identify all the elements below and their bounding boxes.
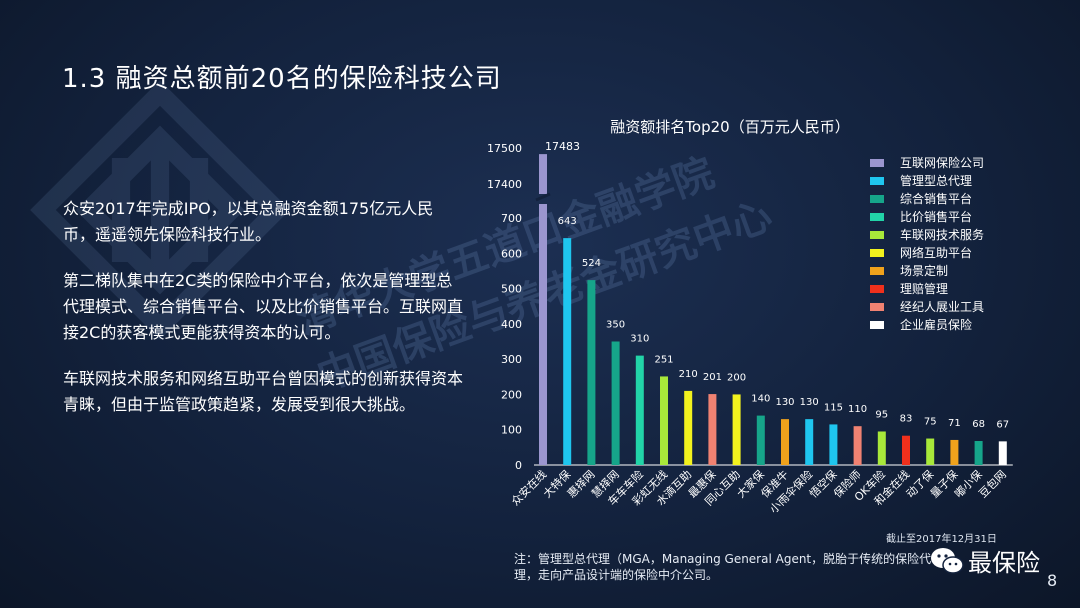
legend-swatch [870,303,884,311]
cutoff-date: 截止至2017年12月31日 [886,534,997,545]
bar [708,394,717,465]
data-label: 210 [679,369,698,380]
legend-label: 企业雇员保险 [900,317,972,332]
y-tick-label: 200 [501,388,522,401]
y-tick-label: 17400 [487,178,522,191]
bar [877,431,886,465]
legend-label: 经纪人展业工具 [900,300,984,314]
bar [781,419,789,465]
data-label: 83 [900,414,913,425]
data-label: 200 [727,372,746,383]
legend-label: 比价销售平台 [900,209,972,224]
page-title: 1.3 融资总额前20名的保险科技公司 [62,64,502,94]
data-label: 310 [630,334,649,345]
bar [587,280,596,465]
bar [539,204,547,465]
data-label: 130 [775,397,794,408]
data-label: 68 [972,419,985,430]
data-label: 350 [606,320,625,331]
bar [684,390,693,465]
legend-swatch [870,249,884,257]
legend-swatch [870,231,884,239]
y-tick-label: 500 [501,283,522,296]
legend-label: 理赔管理 [900,281,948,296]
paragraph: 众安2017年完成IPO，以其总融资金额175亿元人民币，遥遥领先保险科技行业。 [63,199,434,244]
legend-swatch [870,267,884,275]
wechat-icon [931,547,964,574]
data-label: 130 [800,397,819,408]
paragraph: 第二梯队集中在2C类的保险中介平台，依次是管理型总代理模式、综合销售平台、以及比… [63,271,464,342]
legend-label: 车联网技术服务 [900,227,984,242]
bar [926,438,935,465]
legend-label: 管理型总代理 [900,173,972,188]
bar [660,376,668,465]
paragraph: 车联网技术服务和网络互助平台曾因模式的创新获得资本青睐，但由于监管政策趋紧，发展… [63,369,464,414]
x-tick-label: 豆包网 [976,468,1009,501]
y-tick-label: 0 [515,459,522,472]
bar [732,394,741,465]
bar [611,341,620,465]
bar [998,441,1007,465]
y-tick-label: 300 [501,353,522,366]
bar [635,355,644,465]
body-text: 众安2017年完成IPO，以其总融资金额175亿元人民币，遥遥领先保险科技行业。… [63,196,463,438]
bar [805,419,814,465]
data-label: 140 [751,394,770,405]
legend-swatch [870,195,884,203]
bar [829,424,838,465]
data-label: 17483 [545,140,580,153]
data-label: 201 [703,372,722,383]
bar-chart: 融资额排名Top20（百万元人民币） 0 100 200 300 400 500 600 700… [487,118,1013,516]
legend-swatch [870,177,884,185]
data-label: 75 [924,417,937,428]
legend-label: 互联网保险公司 [900,155,984,170]
legend-label: 综合销售平台 [900,191,972,206]
y-tick-label: 600 [501,247,522,260]
brand-logo: 最保险 [930,543,1040,578]
bar [853,426,862,465]
data-label: 251 [654,354,673,365]
chart-title: 融资额排名Top20（百万元人民币） [610,118,849,136]
legend-swatch [870,285,884,293]
footnote: 注：管理型总代理（MGA，Managing General Agent，脱胎于传… [514,552,932,582]
bar [756,415,765,465]
legend-label: 场景定制 [900,263,948,278]
bar [902,435,910,465]
bar [974,441,983,465]
legend-swatch [870,159,884,167]
y-tick-label: 100 [501,424,522,437]
axis-break-mark [535,192,551,202]
y-tick-label: 400 [501,318,522,331]
page-number: 8 [1047,571,1058,590]
data-label: 95 [875,409,888,420]
legend-label: 网络互助平台 [900,245,972,260]
bar [563,238,572,465]
data-label: 71 [948,418,961,429]
legend-swatch [870,321,884,329]
data-label: 643 [558,216,577,227]
legend-swatch [870,213,884,221]
data-label: 115 [824,402,843,413]
bar [950,439,959,465]
y-tick-label: 17500 [487,142,522,155]
data-label: 524 [582,258,601,269]
bar [539,154,547,194]
data-label: 67 [996,419,1009,430]
brand-name: 最保险 [968,549,1040,577]
data-label: 110 [848,404,867,415]
y-tick-label: 700 [501,212,522,225]
